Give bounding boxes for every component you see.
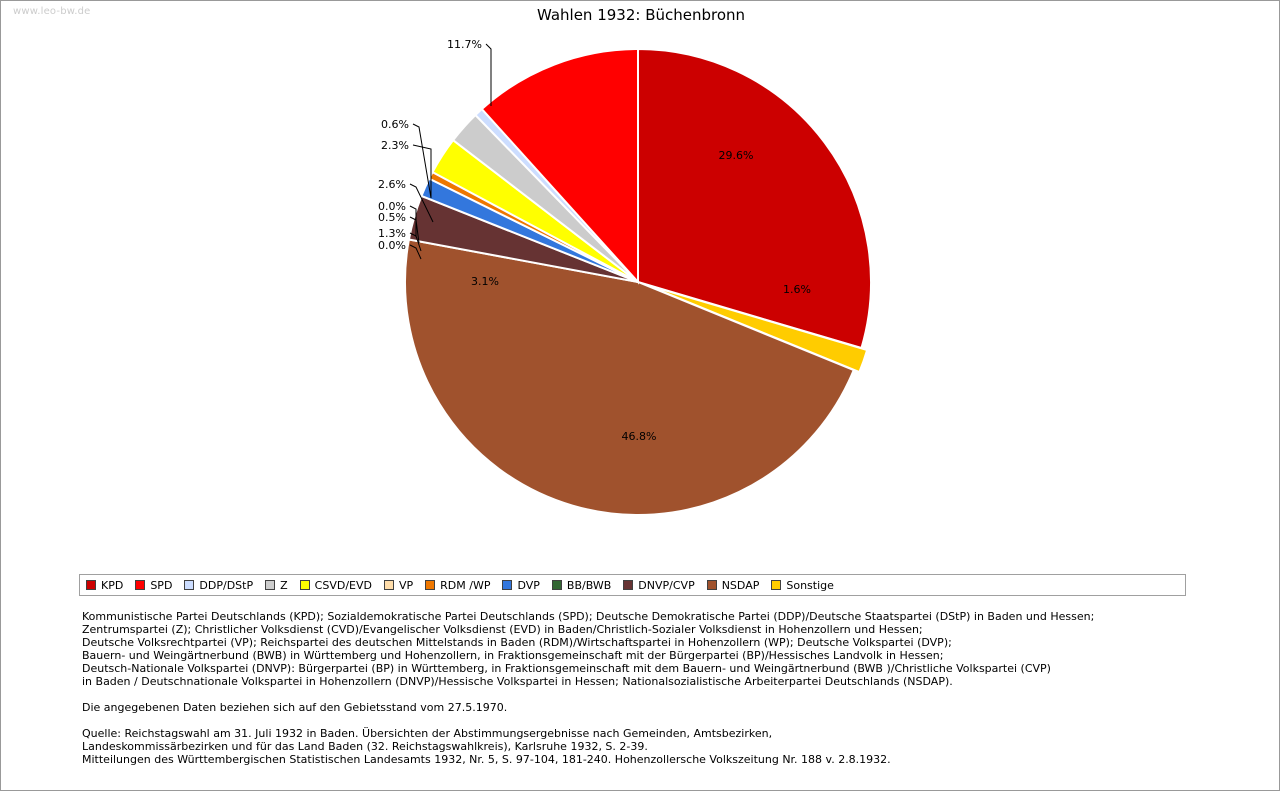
footnote-parties-line: Zentrumspartei (Z); Christlicher Volksdi… xyxy=(82,623,923,636)
pie-slice-label: 46.8% xyxy=(622,430,657,443)
legend-swatch xyxy=(623,580,634,590)
pie-slice xyxy=(404,238,856,516)
legend-item: NSDAP xyxy=(701,575,766,595)
legend-label: KPD xyxy=(101,578,124,592)
legend-item: SPD xyxy=(129,575,178,595)
legend-swatch xyxy=(706,580,717,590)
pie-outside-label: 11.7% xyxy=(447,38,482,51)
pie-outside-label: 0.5% xyxy=(378,211,406,224)
legend-swatch xyxy=(771,580,782,590)
pie-outside-label: 0.6% xyxy=(381,118,409,131)
legend-label: DNVP/CVP xyxy=(638,578,695,592)
pie-leader-line xyxy=(412,123,432,199)
legend-label: RDM /WP xyxy=(440,578,491,592)
legend-label: SPD xyxy=(150,578,173,592)
pie-leader-line xyxy=(409,232,422,252)
pie-outside-label: 1.3% xyxy=(378,227,406,240)
legend-swatch xyxy=(383,580,394,590)
pie-slice xyxy=(643,283,869,374)
footnote-note: Die angegebenen Daten beziehen sich auf … xyxy=(82,701,1222,714)
legend-item: RDM /WP xyxy=(419,575,496,595)
footnote-source: Quelle: Reichstagswahl am 31. Juli 1932 … xyxy=(82,727,1222,766)
legend-swatch xyxy=(265,580,276,590)
watermark: www.leo-bw.de xyxy=(13,6,91,17)
legend-item: DNVP/CVP xyxy=(617,575,700,595)
legend-swatch xyxy=(299,580,310,590)
pie-outside-label: 2.3% xyxy=(381,139,409,152)
footnote-note-line: Die angegebenen Daten beziehen sich auf … xyxy=(82,701,508,714)
legend-swatch xyxy=(135,580,146,590)
legend-item: KPD xyxy=(80,575,129,595)
pie-leader-line xyxy=(409,183,434,223)
legend-swatch xyxy=(86,580,96,590)
pie-outside-label: 0.0% xyxy=(378,239,406,252)
legend-item: BB/BWB xyxy=(546,575,617,595)
pie-slice-label: 3.1% xyxy=(471,275,499,288)
pie-slice-labels: 29.6%46.8%3.1%1.6%11.7%0.6%2.3%2.6%0.0%0… xyxy=(378,38,811,443)
legend-item: DDP/DStP xyxy=(178,575,259,595)
pie-leader-line xyxy=(409,216,420,244)
legend-swatch xyxy=(184,580,195,590)
footnote-parties-line: in Baden / Deutschnationale Volkspartei … xyxy=(82,675,953,688)
legend-swatch xyxy=(551,580,562,590)
pie-chart-svg: 29.6%46.8%3.1%1.6%11.7%0.6%2.3%2.6%0.0%0… xyxy=(378,38,872,516)
footnote-parties-line: Deutsche Volksrechtpartei (VP); Reichspa… xyxy=(82,636,952,649)
footnotes: Kommunistische Partei Deutschlands (KPD)… xyxy=(82,610,1222,766)
legend-swatch xyxy=(425,580,436,590)
legend-swatch xyxy=(502,580,513,590)
pie-leader-line xyxy=(409,205,417,237)
pie-leader-line xyxy=(409,244,422,260)
pie-leader-line xyxy=(412,144,432,198)
legend-label: VP xyxy=(398,578,414,592)
footnote-parties-line: Deutsch-Nationale Volkspartei (DNVP): Bü… xyxy=(82,662,1051,675)
pie-slice xyxy=(637,47,872,350)
pie-outside-label: 0.0% xyxy=(378,200,406,213)
footnote-parties: Kommunistische Partei Deutschlands (KPD)… xyxy=(82,610,1222,688)
footnote-source-line: Quelle: Reichstagswahl am 31. Juli 1932 … xyxy=(82,727,773,740)
footnote-source-line: Mitteilungen des Württembergischen Stati… xyxy=(82,753,891,766)
legend-label: Z xyxy=(280,578,288,592)
footnote-source-line: Landeskommissärbezirken und für das Land… xyxy=(82,740,648,753)
chart-title: Wahlen 1932: Büchenbronn xyxy=(536,6,746,24)
legend-item: VP xyxy=(378,575,419,595)
pie-slice-label: 1.6% xyxy=(783,283,811,296)
legend-label: NSDAP xyxy=(721,578,760,592)
pie-chart: 29.6% 46.8% 3.1% 1.6% 11.7% 0.6% 2.3% 2.6% 0.0% 0… xyxy=(1,31,1280,561)
legend-label: DVP xyxy=(517,578,540,592)
legend-item: Sonstige xyxy=(765,575,840,595)
legend-item: DVP xyxy=(496,575,545,595)
pie-leader-lines xyxy=(409,43,492,260)
chart-legend: KPD SPD DDP/DStP Z CSVD/EVD VP RDM /WP DVP BB/BW… xyxy=(79,574,1186,596)
footnote-parties-line: Kommunistische Partei Deutschlands (KPD)… xyxy=(82,610,1095,623)
pie-outside-label: 2.6% xyxy=(378,178,406,191)
legend-label: CSVD/EVD xyxy=(314,578,372,592)
pie-slice-label: 29.6% xyxy=(719,149,754,162)
legend-label: DDP/DStP xyxy=(199,578,254,592)
legend-item: Z xyxy=(259,575,294,595)
legend-label: Sonstige xyxy=(786,578,834,592)
footnote-parties-line: Bauern- und Weingärtnerbund (BWB) in Wür… xyxy=(82,649,944,662)
legend-item: CSVD/EVD xyxy=(294,575,378,595)
pie-leader-line xyxy=(485,43,492,106)
legend-label: BB/BWB xyxy=(566,578,612,592)
